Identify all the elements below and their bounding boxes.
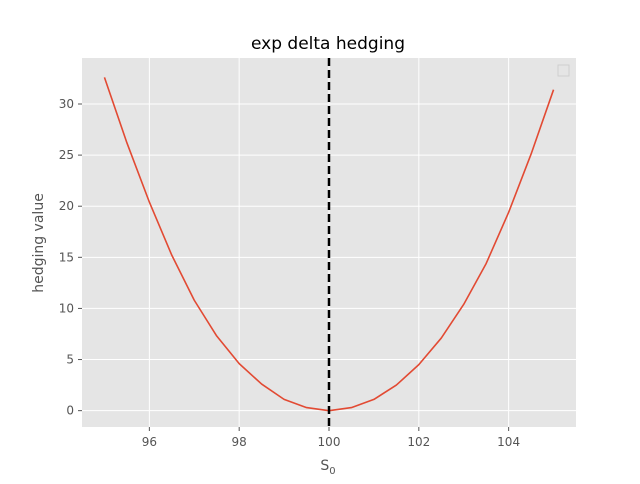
x-axis-label-main: S	[320, 458, 329, 474]
y-tick-label: 25	[59, 148, 74, 162]
y-axis-label: hedging value	[31, 193, 47, 293]
x-tick-label: 104	[497, 435, 520, 449]
x-axis-label-subscript: 0	[329, 466, 335, 477]
y-tick-label: 15	[59, 250, 74, 264]
y-tick-label: 0	[66, 404, 74, 418]
y-tick-label: 30	[59, 97, 74, 111]
x-tick-label: 96	[142, 435, 157, 449]
y-tick-label: 5	[66, 353, 74, 367]
x-tick-label: 100	[318, 435, 341, 449]
x-tick-labels: 96 98 100 102 104	[142, 427, 520, 449]
y-tick-label: 10	[59, 301, 74, 315]
x-tick-label: 98	[232, 435, 247, 449]
y-tick-labels: 0 5 10 15 20 25 30	[59, 97, 82, 418]
y-tick-label: 20	[59, 199, 74, 213]
x-axis-label: S0	[320, 458, 335, 477]
x-tick-label: 102	[407, 435, 430, 449]
legend-box	[557, 64, 570, 77]
chart-title: exp delta hedging	[251, 34, 405, 54]
